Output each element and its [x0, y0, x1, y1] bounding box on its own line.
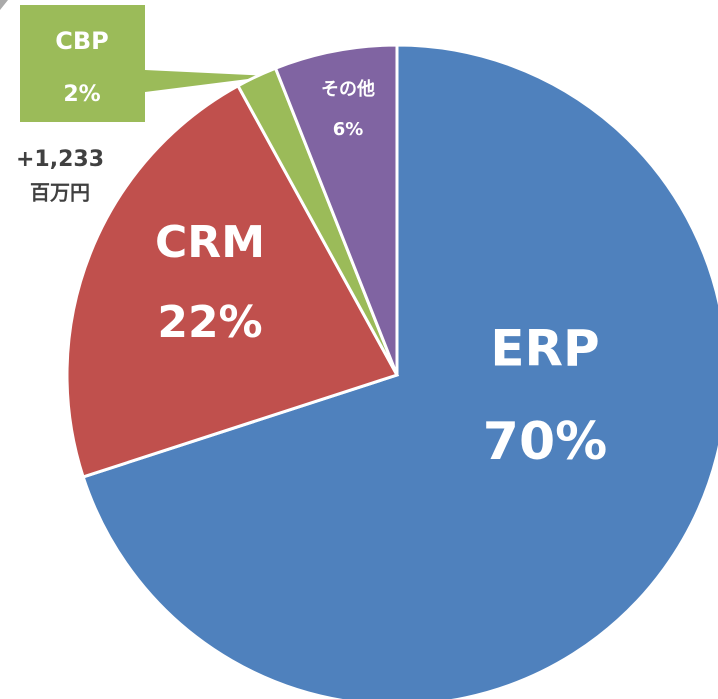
slice-label: CBP	[55, 27, 109, 55]
value-label: 6%	[333, 119, 364, 140]
slice	[81, 43, 718, 699]
corner-mark	[0, 0, 8, 10]
value-label: 22%	[157, 297, 262, 348]
callout-box	[20, 5, 272, 122]
slice	[273, 43, 399, 376]
slice	[65, 83, 400, 479]
annotation: +1,233	[16, 147, 104, 172]
pie	[65, 43, 718, 699]
slice-label: その他	[321, 78, 375, 100]
slice-label: ERP	[490, 320, 599, 378]
value-label: 70%	[483, 412, 607, 472]
slice-label: CRM	[155, 217, 265, 268]
annotation: 百万円	[30, 181, 90, 205]
value-label: 2%	[63, 82, 100, 107]
